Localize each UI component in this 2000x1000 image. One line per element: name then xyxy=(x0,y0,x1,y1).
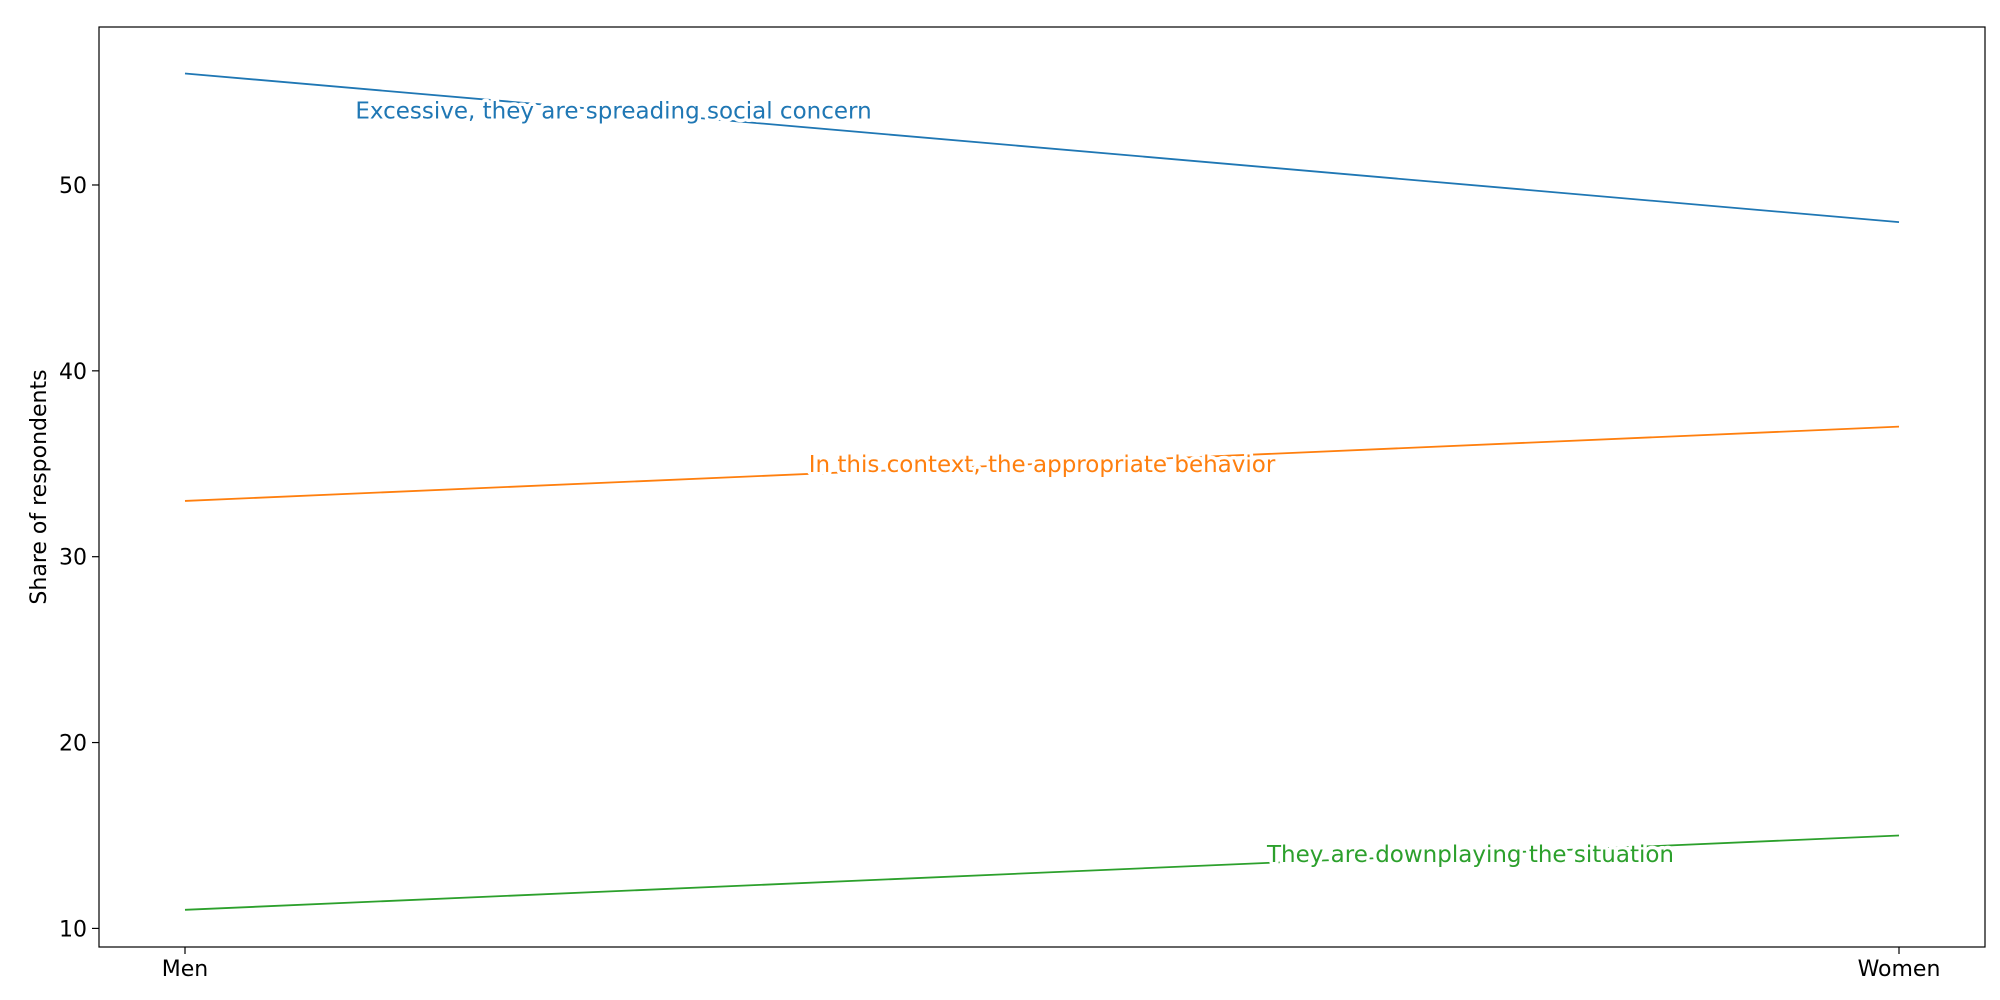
x-axis-ticks: Men Women xyxy=(162,947,1941,982)
series-lines xyxy=(184,72,1900,911)
series-label: They are downplaying the situation xyxy=(1266,842,1674,868)
plot-background xyxy=(99,27,1985,947)
plot-frame xyxy=(98,26,1986,948)
series-line xyxy=(184,72,1900,224)
series-labels: Excessive, they are spreading social con… xyxy=(352,95,1678,871)
series-line xyxy=(184,425,1900,502)
series-label: In this context, the appropriate behavio… xyxy=(809,452,1276,478)
y-tick-label: 20 xyxy=(59,732,87,757)
series-label: Excessive, they are spreading social con… xyxy=(355,99,871,125)
y-tick-label: 40 xyxy=(59,360,87,385)
x-tick-label: Women xyxy=(1858,957,1941,982)
y-tick-label: 30 xyxy=(59,546,87,571)
y-tick-label: 50 xyxy=(59,174,87,199)
series-line xyxy=(184,834,1900,911)
x-tick-label: Men xyxy=(162,957,208,982)
y-axis-ticks: 10 20 30 40 50 xyxy=(59,174,99,942)
y-axis-title: Share of respondents xyxy=(27,369,52,604)
y-tick-label: 10 xyxy=(59,917,87,942)
